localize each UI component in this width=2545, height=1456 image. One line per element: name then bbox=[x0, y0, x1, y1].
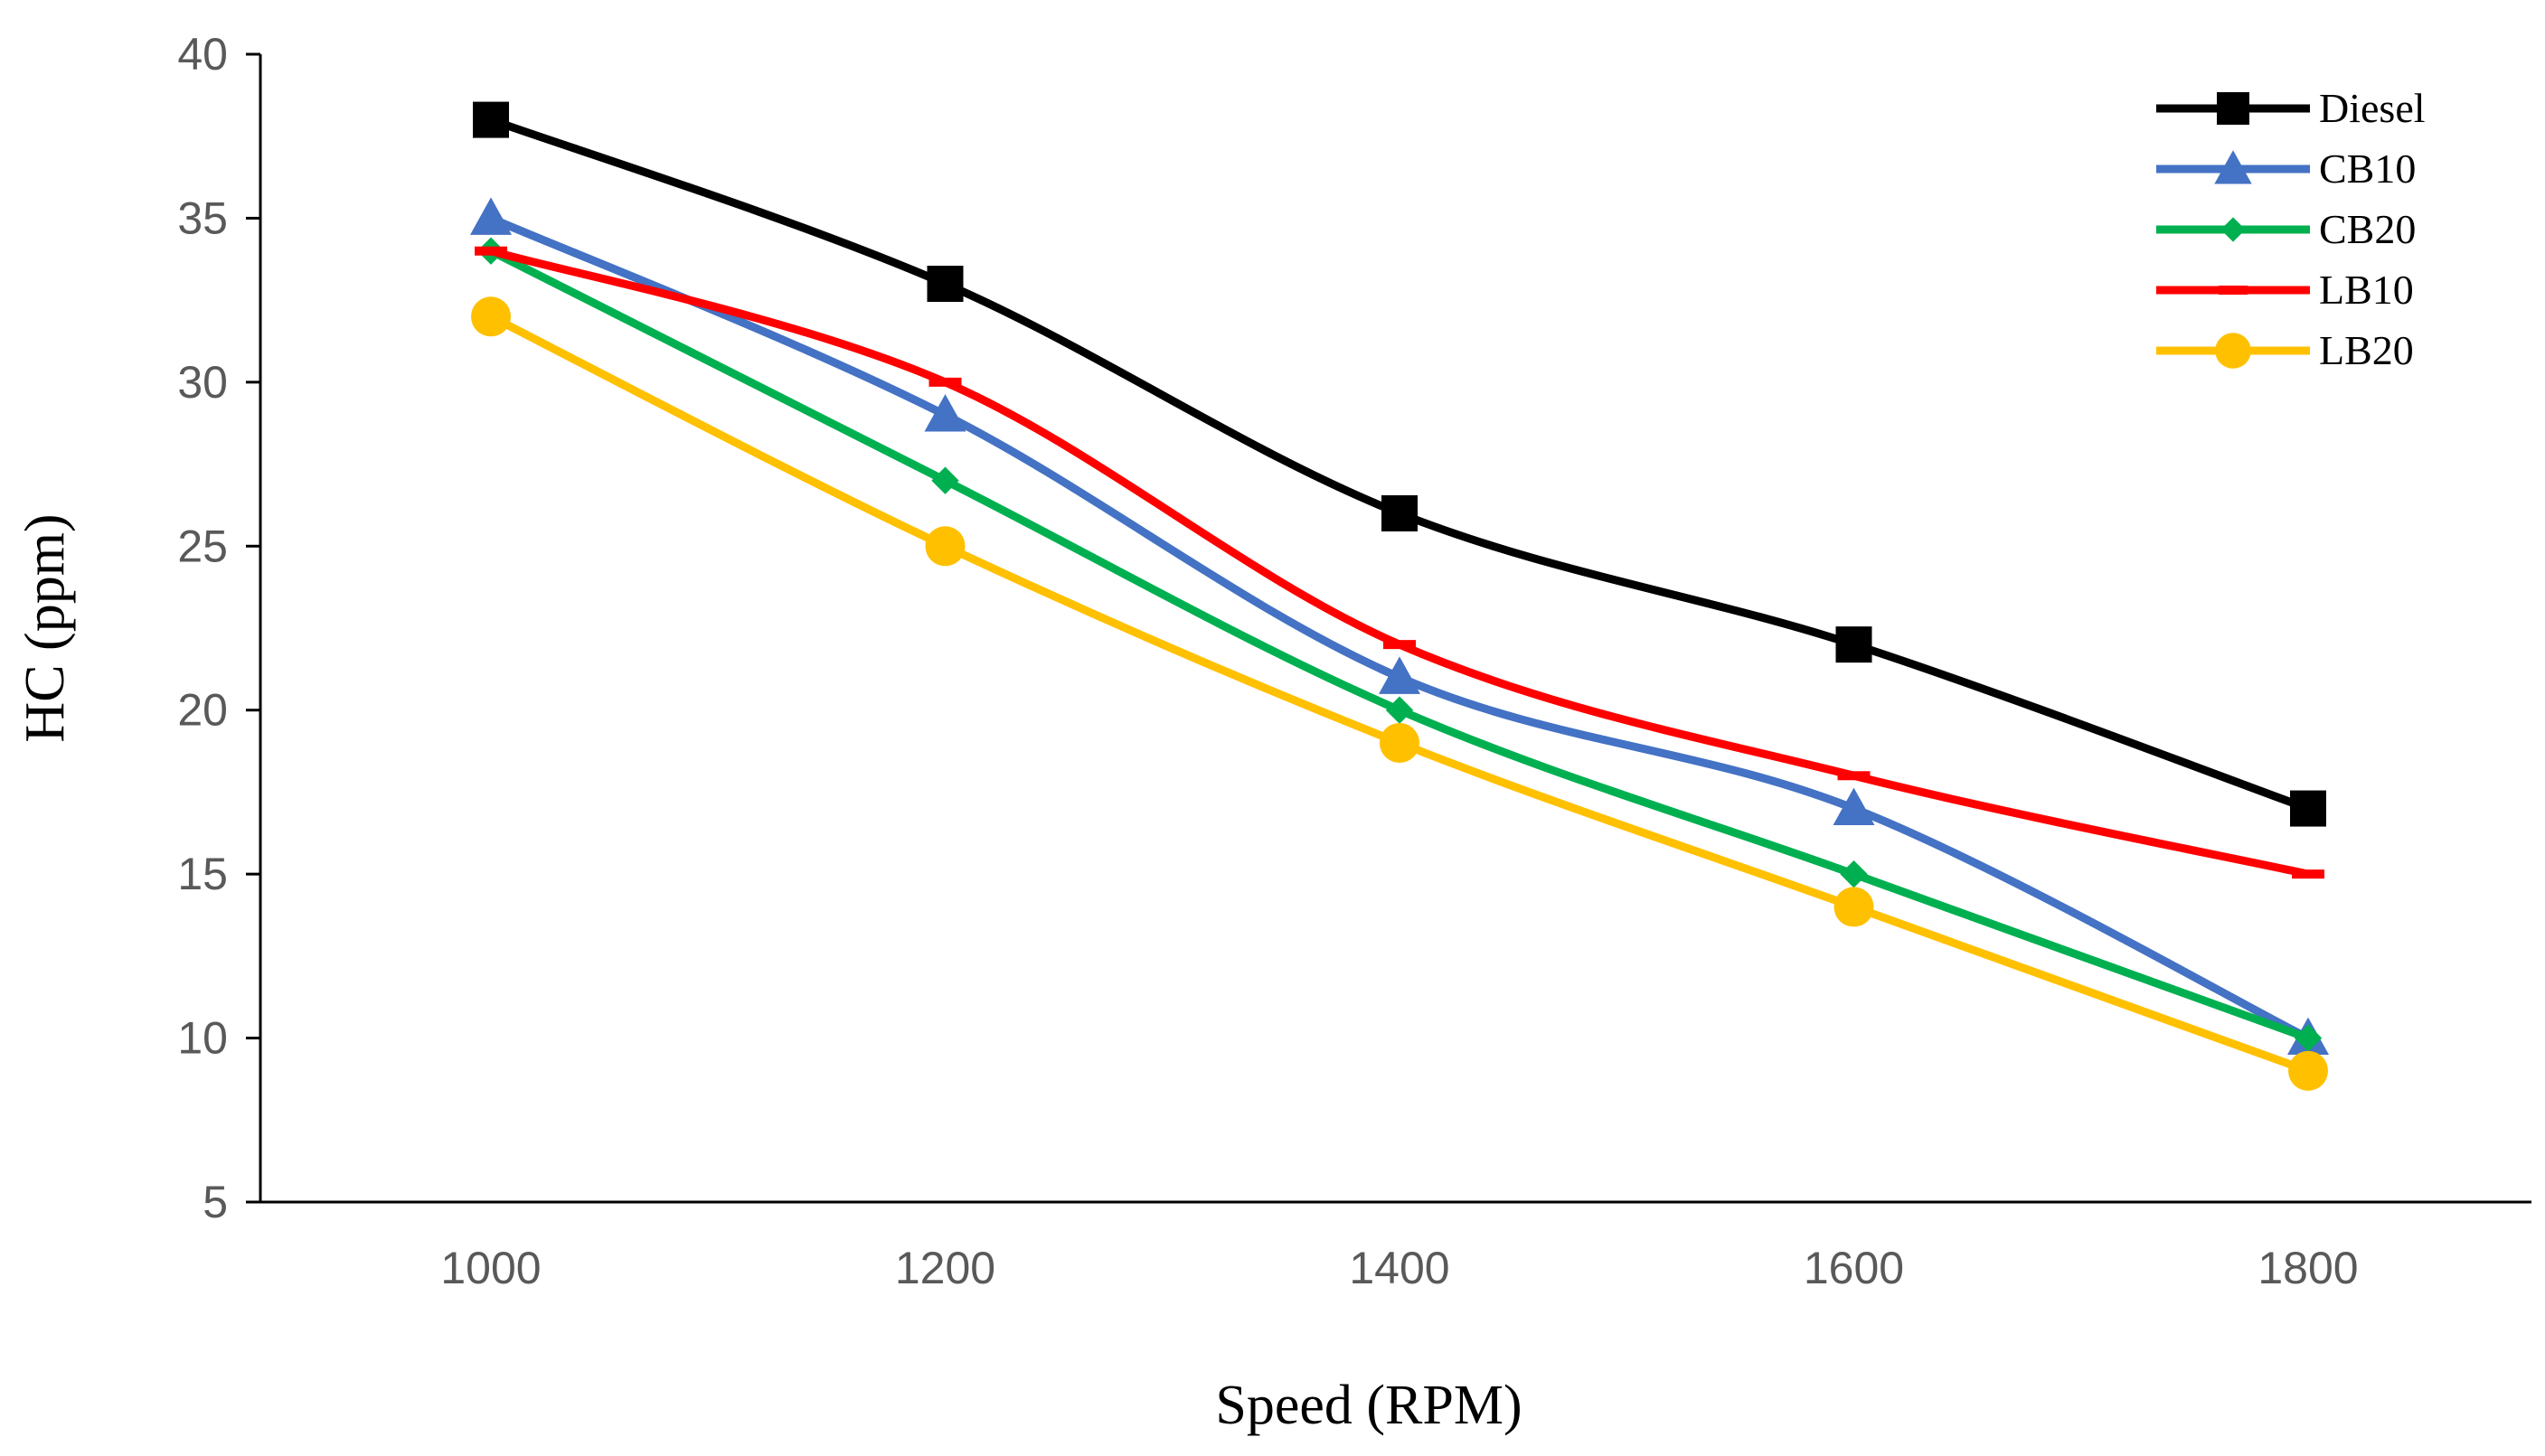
data-point bbox=[927, 266, 964, 302]
legend-item-diesel: Diesel bbox=[2156, 85, 2426, 131]
legend-label: CB20 bbox=[2319, 206, 2416, 252]
data-point bbox=[2294, 1024, 2323, 1052]
data-point bbox=[1383, 640, 1416, 650]
y-tick-label: 15 bbox=[177, 849, 228, 899]
data-point bbox=[2288, 1050, 2328, 1091]
data-point bbox=[1840, 860, 1868, 888]
y-axis-title: HC (ppm) bbox=[14, 513, 76, 742]
legend-marker bbox=[2220, 217, 2246, 242]
data-point bbox=[1835, 626, 1872, 663]
data-point bbox=[928, 377, 962, 387]
data-point bbox=[1385, 696, 1414, 724]
y-tick-label: 35 bbox=[177, 193, 228, 243]
data-point bbox=[924, 394, 966, 432]
legend-label: Diesel bbox=[2319, 85, 2426, 131]
data-point bbox=[473, 101, 509, 138]
y-tick-label: 30 bbox=[177, 357, 228, 408]
legend-marker bbox=[2215, 333, 2251, 369]
legend-item-lb10: LB10 bbox=[2156, 267, 2414, 313]
data-point bbox=[2290, 790, 2326, 827]
data-point bbox=[475, 246, 507, 256]
series-lb10 bbox=[475, 246, 2324, 879]
legend: Diesel CB10 CB20 LB10 LB20 bbox=[2156, 85, 2426, 373]
data-point bbox=[1837, 771, 1871, 781]
x-tick-label: 1000 bbox=[440, 1243, 541, 1293]
series-line-cb10 bbox=[489, 214, 2311, 1042]
y-tick-label: 10 bbox=[177, 1013, 228, 1064]
legend-marker bbox=[2218, 286, 2248, 295]
data-point bbox=[2292, 869, 2324, 879]
series-group bbox=[470, 101, 2329, 1091]
legend-label: LB20 bbox=[2319, 327, 2414, 373]
data-point bbox=[925, 526, 966, 567]
data-point bbox=[1380, 723, 1419, 763]
data-point bbox=[1381, 495, 1418, 531]
x-axis-ticks: 1000 1200 1400 1600 1800 bbox=[440, 1243, 2358, 1293]
legend-marker bbox=[2217, 92, 2249, 125]
legend-label: CB10 bbox=[2319, 146, 2416, 192]
legend-item-lb20: LB20 bbox=[2156, 327, 2414, 373]
data-point bbox=[931, 466, 959, 494]
y-tick-label: 20 bbox=[177, 685, 228, 736]
series-diesel bbox=[473, 101, 2326, 827]
y-tick-label: 5 bbox=[203, 1177, 228, 1227]
x-tick-label: 1400 bbox=[1349, 1243, 1449, 1293]
x-axis-title: Speed (RPM) bbox=[1215, 1375, 1522, 1436]
data-point bbox=[1833, 887, 1874, 927]
axes bbox=[259, 54, 2531, 1204]
data-point bbox=[1833, 787, 1875, 825]
y-axis-ticks: 5 10 15 20 25 30 35 40 bbox=[177, 29, 260, 1227]
series-lb20 bbox=[471, 296, 2328, 1091]
y-tick-label: 40 bbox=[177, 29, 228, 80]
series-cb10 bbox=[470, 197, 2329, 1055]
data-point bbox=[470, 197, 512, 235]
legend-item-cb20: CB20 bbox=[2156, 206, 2416, 252]
x-tick-label: 1200 bbox=[895, 1243, 995, 1293]
x-tick-label: 1600 bbox=[1804, 1243, 1904, 1293]
x-tick-label: 1800 bbox=[2258, 1243, 2358, 1293]
data-point bbox=[1379, 656, 1420, 694]
legend-marker bbox=[2214, 150, 2252, 184]
y-tick-label: 25 bbox=[177, 521, 228, 571]
data-point bbox=[471, 296, 511, 337]
series-line-lb10 bbox=[489, 247, 2309, 878]
legend-item-cb10: CB10 bbox=[2156, 146, 2416, 192]
legend-label: LB10 bbox=[2319, 267, 2414, 313]
